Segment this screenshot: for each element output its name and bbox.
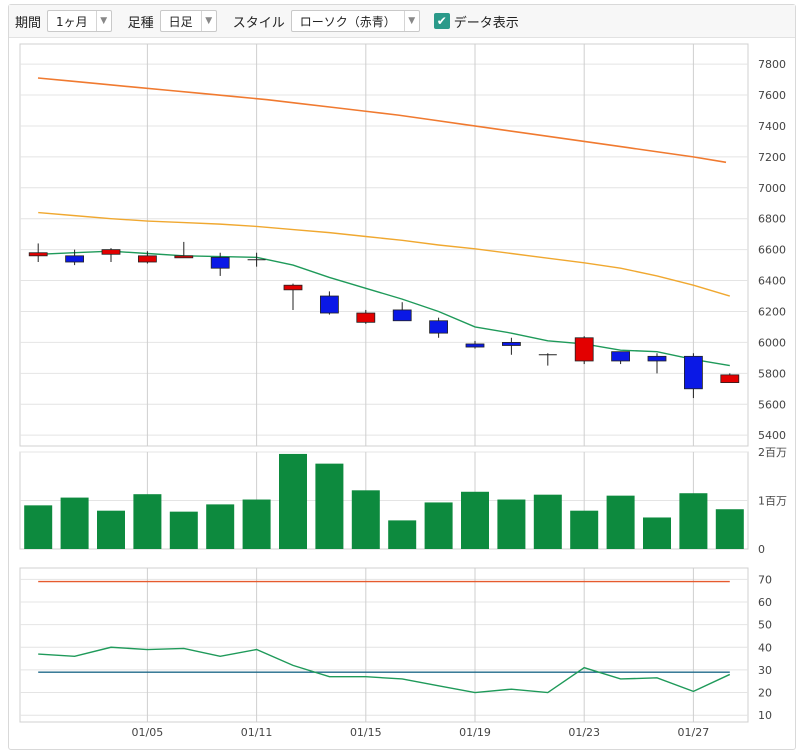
toolbar: 期間 1ヶ月 ▼ 足種 日足 ▼ スタイル ローソク（赤青） ▼ ✔ データ表示 [9,5,795,38]
volume-bar [715,509,744,549]
data-display-label[interactable]: データ表示 [453,15,519,31]
chevron-down-icon: ▼ [403,11,419,31]
volume-bar [60,497,89,549]
chevron-down-icon: ▼ [95,11,111,31]
indicator-y-tick-label: 70 [758,573,772,586]
candle-body [210,256,230,269]
indicator-y-tick-label: 30 [758,664,772,677]
volume-bar [24,505,53,549]
style-select-value: ローソク（赤青） [299,14,396,29]
indicator-line [38,646,731,694]
volume-bar [351,490,380,549]
candle-body [684,355,703,390]
style-select[interactable]: ローソク（赤青） ▼ [290,10,420,32]
indicator-y-tick-label: 50 [758,619,772,632]
candle-body [319,295,339,314]
volume-y-tick-label: 0 [758,543,765,556]
price-y-tick-label: 7800 [758,58,786,71]
period-select-value: 1ヶ月 [56,14,88,29]
price-y-tick-label: 6000 [758,336,786,349]
volume-bar [169,511,198,549]
bar-type-select-value: 日足 [168,14,193,29]
x-tick-label: 01/27 [678,726,710,739]
price-panel-frame [19,43,749,447]
ma-long-line [37,77,727,164]
volume-bar [533,494,562,549]
x-tick-label: 01/05 [132,726,164,739]
period-select[interactable]: 1ヶ月 ▼ [47,10,112,32]
volume-bar [133,494,162,549]
bar-type-select[interactable]: 日足 ▼ [159,10,217,32]
chart-widget: 期間 1ヶ月 ▼ 足種 日足 ▼ スタイル ローソク（赤青） ▼ ✔ データ表示 [8,4,796,750]
price-y-tick-label: 7600 [758,89,786,102]
data-display-checkbox[interactable]: ✔ [433,13,450,29]
volume-bar [606,495,635,549]
volume-bar [643,517,671,549]
price-y-tick-label: 6600 [758,244,786,257]
volume-bar [388,520,417,549]
volume-bar [242,499,271,549]
x-tick-label: 01/23 [568,726,600,739]
indicator-y-tick-label: 20 [758,687,772,700]
checkmark-icon: ✔ [436,14,447,28]
price-y-tick-label: 6400 [758,275,786,288]
ma-short-line [38,250,730,367]
volume-bar [461,491,489,549]
volume-bar [315,463,344,549]
candle-body [465,343,485,348]
indicator-y-tick-label: 60 [758,596,772,609]
style-label: スタイル [232,15,285,31]
volume-bar [570,510,599,549]
bar-type-label: 足種 [127,15,154,31]
volume-bar [424,502,453,549]
x-tick-label: 01/11 [241,726,273,739]
volume-y-tick-label: 1百万 [758,495,787,508]
indicator-y-tick-label: 40 [758,641,772,654]
volume-bar [279,453,307,549]
x-tick-label: 01/15 [350,726,382,739]
candle-body [174,255,194,259]
candle-body [28,252,48,257]
price-y-tick-label: 5800 [758,367,786,380]
volume-y-tick-label: 2百万 [758,446,787,459]
x-tick-label: 01/19 [459,726,491,739]
candle-body [283,284,303,291]
price-y-tick-label: 6800 [758,213,786,226]
volume-bar [206,504,235,549]
price-y-tick-label: 5600 [758,398,786,411]
candle-body [720,374,740,384]
volume-bar [497,499,526,549]
volume-bar [97,510,125,549]
price-y-tick-label: 7000 [758,182,786,195]
price-y-tick-label: 7400 [758,120,786,133]
ma-mid-line [38,211,730,297]
candle-body [501,342,521,346]
price-y-tick-label: 6200 [758,305,786,318]
indicator-y-tick-label: 10 [758,709,772,722]
candle-body [647,355,667,362]
candle-body [574,337,594,362]
candle-body [392,309,412,322]
indicator-panel-frame [19,567,749,723]
candle-body [137,255,157,263]
candle-body [101,249,121,255]
price-y-tick-label: 5400 [758,429,786,442]
candle-body [65,255,84,263]
candle-body [429,320,449,334]
chevron-down-icon: ▼ [200,11,216,31]
candle-body [611,351,630,362]
volume-bar [679,493,708,549]
period-label: 期間 [15,15,42,31]
candle-body [356,312,376,323]
price-y-tick-label: 7200 [758,151,786,164]
